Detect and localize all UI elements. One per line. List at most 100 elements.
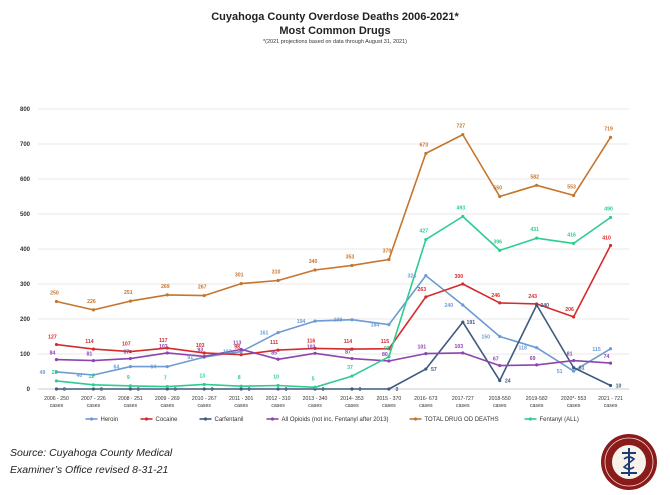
- x-tick-label: cases: [87, 403, 101, 409]
- x-tick-label: 2006 - 250: [44, 396, 69, 402]
- x-tick-label: cases: [234, 403, 248, 409]
- data-point: [571, 193, 576, 198]
- legend-entry: Carfentanil: [215, 417, 244, 423]
- data-point: [202, 387, 206, 391]
- data-point: [239, 282, 243, 286]
- data-point: [350, 263, 354, 268]
- data-label: 206: [565, 307, 574, 313]
- data-point: [313, 346, 317, 350]
- data-point: [350, 387, 354, 391]
- data-point: [91, 308, 96, 312]
- data-point: [128, 299, 132, 303]
- y-tick-label: 0: [27, 387, 31, 393]
- data-label: 324: [408, 274, 417, 280]
- data-point: [202, 351, 206, 355]
- source-line-2: Examiner’s Office revised 8-31-21: [10, 464, 169, 476]
- data-point: [461, 351, 465, 355]
- y-tick-label: 800: [20, 107, 31, 113]
- data-label: 101: [418, 345, 427, 351]
- y-tick-label: 600: [20, 177, 31, 183]
- y-tick-label: 200: [20, 317, 31, 323]
- x-tick-label: 2014- 353: [340, 396, 363, 402]
- data-point: [461, 282, 465, 286]
- x-tick-label: 2007 - 226: [81, 396, 106, 402]
- grid-lines: [38, 108, 629, 390]
- data-point: [424, 367, 428, 371]
- x-tick-label: cases: [382, 403, 396, 409]
- data-point: [608, 347, 613, 351]
- data-point: [424, 352, 428, 356]
- y-tick-label: 300: [20, 282, 31, 288]
- data-label: 240: [444, 303, 453, 309]
- legend-marker: [413, 417, 418, 421]
- data-point: [387, 387, 391, 391]
- data-label: 10: [273, 375, 279, 381]
- data-label: 250: [50, 291, 59, 297]
- data-point: [276, 348, 280, 352]
- data-label: 582: [530, 174, 539, 180]
- x-tick-label: 2009 - 269: [155, 396, 180, 402]
- x-tick-label: cases: [345, 403, 359, 409]
- chart-legend: Heroin Cocaine Carfentanil All Opioids (not…: [85, 417, 579, 423]
- x-tick-label: cases: [308, 403, 322, 409]
- series-line-5: [56, 215, 611, 389]
- data-label: 103: [454, 344, 463, 350]
- data-label: 191: [466, 320, 475, 326]
- legend-marker: [89, 417, 94, 421]
- data-point: [571, 366, 576, 370]
- data-point: [313, 385, 317, 389]
- data-label: 0: [63, 387, 66, 393]
- series-line-2: [56, 304, 611, 390]
- data-point: [498, 248, 502, 252]
- data-label: 107: [122, 342, 131, 348]
- data-label: 161: [260, 331, 269, 337]
- data-point: [461, 320, 465, 324]
- x-tick-label: 2017-727: [452, 396, 474, 402]
- x-tick-label: 2013 - 340: [303, 396, 328, 402]
- data-label: 61: [579, 366, 585, 372]
- data-label: 198: [334, 318, 343, 324]
- data-label: 80: [382, 352, 388, 358]
- x-tick-label: 2011 - 301: [229, 396, 254, 402]
- data-point: [239, 387, 243, 391]
- data-point: [165, 387, 169, 391]
- data-label: 115: [592, 347, 600, 353]
- data-label: 251: [124, 290, 133, 296]
- data-point: [498, 334, 502, 339]
- data-label: 40: [77, 373, 83, 379]
- data-label: 12: [89, 374, 95, 380]
- data-label: 370: [383, 249, 392, 255]
- data-label: 0: [359, 387, 362, 393]
- data-point: [165, 293, 169, 297]
- data-label: 150: [481, 335, 490, 341]
- data-label: 550: [493, 186, 502, 192]
- data-label: 0: [395, 387, 398, 393]
- data-point: [91, 383, 96, 387]
- data-label: 111: [270, 340, 278, 346]
- data-point: [461, 132, 465, 137]
- legend-entry: Heroin: [101, 417, 119, 423]
- data-label: 267: [198, 285, 207, 291]
- y-tick-label: 100: [20, 352, 31, 358]
- data-label: 340: [309, 259, 318, 265]
- data-label: 240: [540, 303, 549, 309]
- data-label: 24: [505, 379, 511, 385]
- data-label: 51: [557, 369, 563, 375]
- data-point: [239, 353, 243, 357]
- x-tick-label: 2020*- 553: [561, 396, 586, 402]
- x-tick-label: cases: [567, 403, 581, 409]
- data-label: 396: [493, 239, 502, 245]
- data-label: 7: [164, 376, 167, 382]
- y-tick-label: 500: [20, 212, 31, 218]
- data-point: [424, 274, 428, 278]
- legend-entry: TOTAL DRUG OD DEATHS: [425, 417, 499, 423]
- data-point: [461, 214, 465, 219]
- data-label: 0: [137, 387, 140, 393]
- chart-subtitle: Most Common Drugs: [279, 25, 390, 37]
- data-point: [91, 347, 96, 351]
- x-tick-label: cases: [493, 403, 507, 409]
- data-point: [498, 301, 502, 305]
- data-label: 0: [211, 387, 214, 393]
- data-label: 0: [174, 387, 177, 393]
- data-label: 118: [518, 346, 526, 352]
